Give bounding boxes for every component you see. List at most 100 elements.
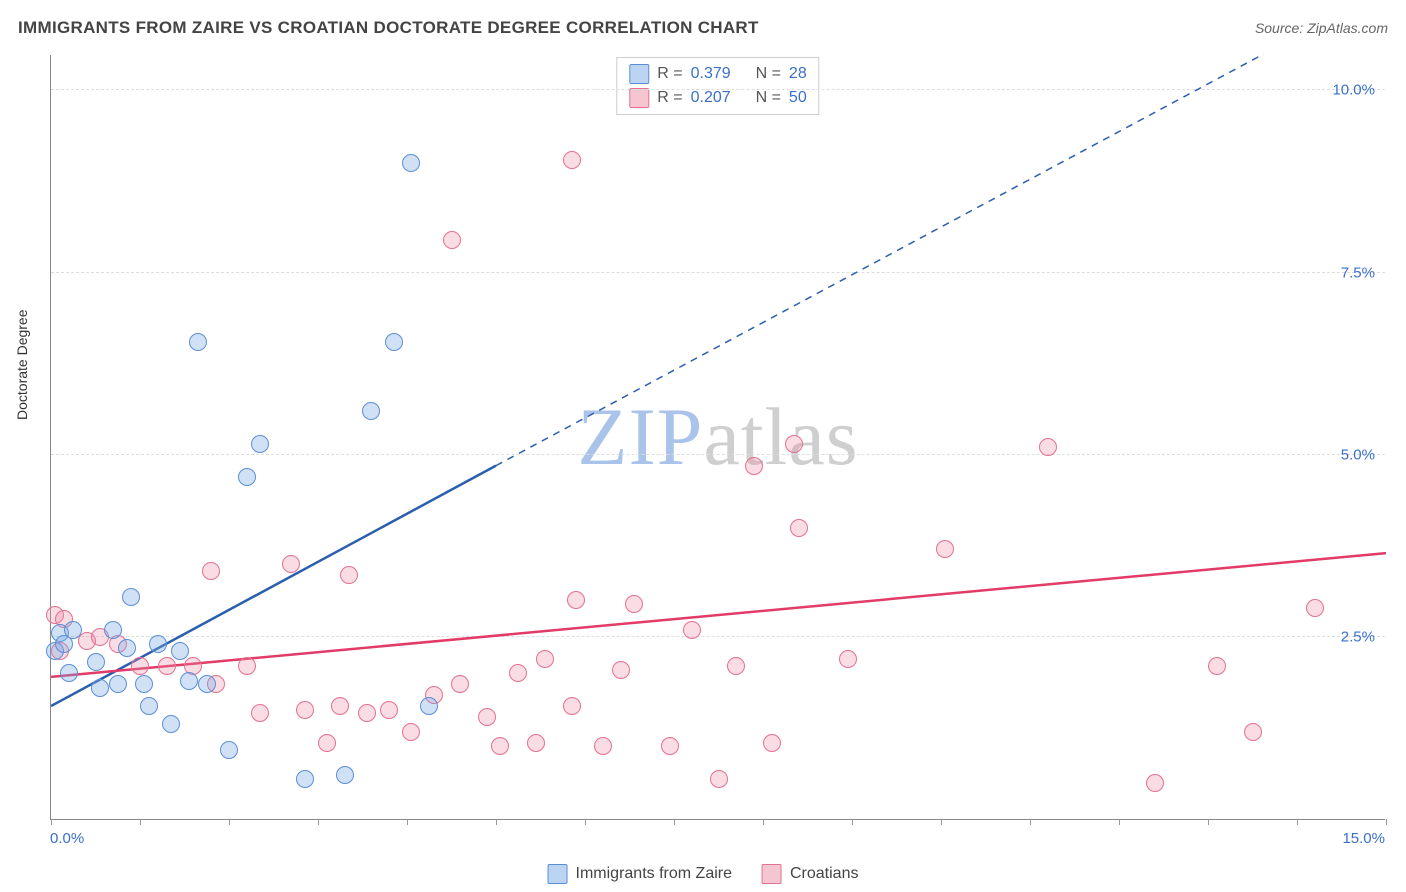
data-point [478, 708, 496, 726]
r-label-1: R = [657, 65, 682, 83]
x-tick [407, 819, 408, 825]
data-point [936, 540, 954, 558]
source-name: ZipAtlas.com [1307, 20, 1388, 36]
swatch-series-2 [629, 88, 649, 108]
r-value-1: 0.379 [691, 65, 731, 83]
data-point [443, 231, 461, 249]
data-point [318, 734, 336, 752]
r-label-2: R = [657, 89, 682, 107]
data-point [402, 154, 420, 172]
x-tick [1119, 819, 1120, 825]
x-tick-label: 15.0% [1342, 830, 1385, 847]
data-point [420, 697, 438, 715]
data-point [612, 661, 630, 679]
data-point [362, 402, 380, 420]
y-tick-label: 7.5% [1341, 264, 1375, 281]
source-attribution: Source: ZipAtlas.com [1255, 20, 1388, 36]
data-point [1208, 657, 1226, 675]
data-point [336, 766, 354, 784]
data-point [385, 333, 403, 351]
x-tick [229, 819, 230, 825]
data-point [238, 468, 256, 486]
data-point [135, 675, 153, 693]
data-point [109, 675, 127, 693]
chart-title: IMMIGRANTS FROM ZAIRE VS CROATIAN DOCTOR… [18, 18, 759, 38]
legend-series: Immigrants from Zaire Croatians [548, 864, 859, 884]
data-point [340, 566, 358, 584]
data-point [509, 664, 527, 682]
x-tick [1030, 819, 1031, 825]
watermark-zip: ZIP [577, 391, 703, 482]
data-point [594, 737, 612, 755]
data-point [122, 588, 140, 606]
data-point [1146, 774, 1164, 792]
data-point [710, 770, 728, 788]
data-point [785, 435, 803, 453]
data-point [527, 734, 545, 752]
data-point [251, 704, 269, 722]
data-point [451, 675, 469, 693]
data-point [140, 697, 158, 715]
n-label-1: N = [756, 65, 781, 83]
data-point [331, 697, 349, 715]
data-point [683, 621, 701, 639]
data-point [64, 621, 82, 639]
data-point [625, 595, 643, 613]
swatch-series-1 [629, 64, 649, 84]
data-point [491, 737, 509, 755]
data-point [220, 741, 238, 759]
data-point [745, 457, 763, 475]
y-tick-label: 10.0% [1332, 82, 1375, 99]
data-point [402, 723, 420, 741]
r-value-2: 0.207 [691, 89, 731, 107]
legend-label-1: Immigrants from Zaire [576, 865, 732, 883]
n-value-2: 50 [789, 89, 807, 107]
swatch-icon [548, 864, 568, 884]
data-point [536, 650, 554, 668]
x-tick [852, 819, 853, 825]
y-axis-title: Doctorate Degree [14, 309, 30, 420]
x-tick [51, 819, 52, 825]
data-point [563, 697, 581, 715]
data-point [661, 737, 679, 755]
x-tick [1208, 819, 1209, 825]
data-point [727, 657, 745, 675]
data-point [1244, 723, 1262, 741]
data-point [171, 642, 189, 660]
data-point [839, 650, 857, 668]
data-point [180, 672, 198, 690]
chart-header: IMMIGRANTS FROM ZAIRE VS CROATIAN DOCTOR… [18, 18, 1388, 38]
trend-dashed-s1 [496, 54, 1264, 466]
data-point [87, 653, 105, 671]
data-point [380, 701, 398, 719]
x-tick-label: 0.0% [50, 830, 84, 847]
data-point [91, 679, 109, 697]
x-tick [1297, 819, 1298, 825]
x-tick [585, 819, 586, 825]
trend-lines [51, 54, 1386, 819]
data-point [251, 435, 269, 453]
grid-line [51, 454, 1385, 455]
x-tick [1386, 819, 1387, 825]
legend-item-2: Croatians [762, 864, 858, 884]
x-tick [140, 819, 141, 825]
x-tick [674, 819, 675, 825]
n-label-2: N = [756, 89, 781, 107]
x-tick [496, 819, 497, 825]
chart-plot-area: ZIPatlas R = 0.379 N = 28 R = 0.207 N = … [50, 55, 1385, 820]
legend-label-2: Croatians [790, 865, 858, 883]
data-point [104, 621, 122, 639]
x-tick [318, 819, 319, 825]
trend-solid-s1 [51, 466, 496, 706]
data-point [763, 734, 781, 752]
data-point [198, 675, 216, 693]
swatch-icon [762, 864, 782, 884]
data-point [1039, 438, 1057, 456]
legend-stats-row-1: R = 0.379 N = 28 [629, 62, 806, 86]
watermark-atlas: atlas [703, 391, 858, 482]
data-point [358, 704, 376, 722]
data-point [282, 555, 300, 573]
data-point [189, 333, 207, 351]
x-tick [763, 819, 764, 825]
data-point [149, 635, 167, 653]
